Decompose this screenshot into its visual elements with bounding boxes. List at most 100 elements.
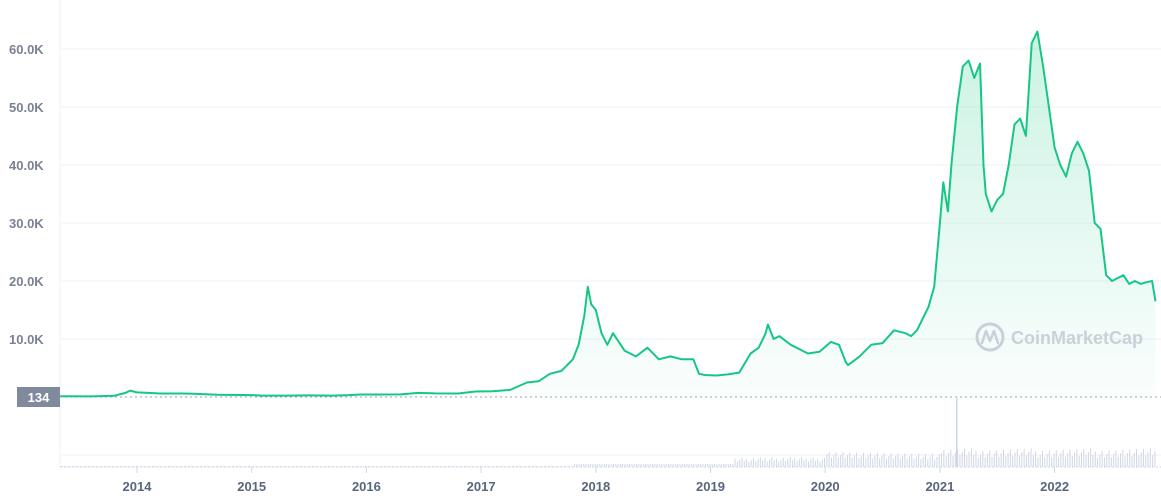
volume-bar (1000, 453, 1002, 467)
volume-bar (1062, 449, 1064, 467)
volume-bar (633, 464, 635, 467)
volume-bar (1041, 451, 1043, 467)
volume-bar (968, 451, 970, 467)
volume-bar (101, 466, 103, 467)
volume-bar (615, 464, 617, 467)
volume-bar (461, 466, 463, 467)
volume-bar (548, 466, 550, 467)
volume-bar (576, 464, 578, 467)
volume-bar (170, 466, 172, 467)
volume-bar (131, 466, 133, 467)
volume-bar (684, 464, 686, 467)
volume-bar (713, 464, 715, 467)
volume-bar (920, 459, 922, 467)
volume-bar (700, 464, 702, 467)
volume-bar (567, 466, 569, 467)
volume-bar (922, 456, 924, 467)
volume-bar (512, 466, 514, 467)
volume-bar (991, 457, 993, 467)
volume-bar (771, 457, 773, 467)
volume-bar (1087, 451, 1089, 467)
volume-bar (1019, 455, 1021, 467)
volume-bar (938, 454, 940, 467)
volume-bar (725, 464, 727, 467)
price-area-fill (60, 31, 1156, 397)
volume-bar (1032, 454, 1034, 467)
volume-bar (904, 453, 906, 467)
x-tick-label: 2018 (581, 479, 610, 494)
volume-bar (860, 455, 862, 467)
volume-bar (840, 454, 842, 467)
volume-bar (941, 453, 943, 467)
volume-bar (259, 466, 261, 467)
volume-bar (420, 466, 422, 467)
volume-spike (955, 398, 958, 467)
volume-bar (1140, 452, 1142, 467)
volume-bar (360, 466, 362, 467)
volume-bar (755, 461, 757, 467)
volume-bar (1009, 449, 1011, 467)
volume-bar (108, 466, 110, 467)
volume-bar (1108, 450, 1110, 467)
volume-bar (429, 466, 431, 467)
volume-bar (668, 464, 670, 467)
volume-bar (234, 466, 236, 467)
volume-bar (915, 456, 917, 467)
volume-bar (629, 464, 631, 467)
volume-bar (491, 466, 493, 467)
volume-bar (817, 458, 819, 467)
volume-bar (716, 464, 718, 467)
volume-bar (374, 466, 376, 467)
volume-bar (333, 466, 335, 467)
start-price-label: 134 (28, 390, 50, 405)
volume-bar (1002, 449, 1004, 467)
volume-bar (828, 452, 830, 467)
volume-bar (652, 464, 654, 467)
volume-bar (645, 464, 647, 467)
volume-bar (805, 458, 807, 467)
volume-bar (64, 466, 66, 467)
volume-bar (977, 457, 979, 467)
volume-bar (821, 459, 823, 467)
volume-bar (530, 466, 532, 467)
volume-bar (1012, 456, 1014, 467)
volume-bar (128, 466, 130, 467)
volume-bar (172, 466, 174, 467)
volume-bar (344, 466, 346, 467)
volume-bar (1136, 449, 1138, 467)
volume-bar (1037, 457, 1039, 467)
volume-bar (161, 466, 163, 467)
volume-bar (670, 464, 672, 467)
volume-bar (911, 453, 913, 467)
volume-bar (1138, 455, 1140, 467)
volume-bar (773, 460, 775, 467)
volume-bar (206, 466, 208, 467)
volume-bar (551, 466, 553, 467)
volume-bar (177, 466, 179, 467)
volume-bar (707, 464, 709, 467)
volume-bar (856, 452, 858, 467)
volume-bar (1149, 448, 1151, 467)
volume-bar (631, 464, 633, 467)
volume-bar (184, 466, 186, 467)
volume-bar (317, 466, 319, 467)
volume-bar (323, 466, 325, 467)
volume-bar (225, 466, 227, 467)
volume-bar (262, 466, 264, 467)
volume-bar (411, 466, 413, 467)
volume-bar (1028, 451, 1030, 467)
volume-bar (71, 466, 73, 467)
volume-bar (248, 466, 250, 467)
volume-bar (1067, 452, 1069, 467)
volume-bar (92, 466, 94, 467)
volume-bar (876, 453, 878, 467)
volume-bar (899, 458, 901, 467)
volume-bar (245, 466, 247, 467)
volume-bar (287, 466, 289, 467)
volume-bar (399, 466, 401, 467)
volume-bar (372, 466, 374, 467)
volume-bar (759, 457, 761, 467)
volume-bar (112, 466, 114, 467)
